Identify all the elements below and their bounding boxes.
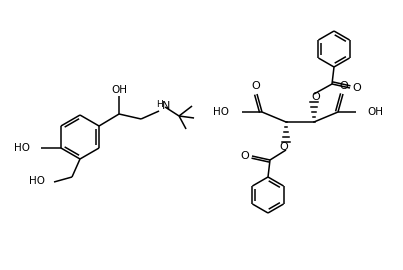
Text: HO: HO bbox=[14, 143, 30, 153]
Text: O: O bbox=[251, 81, 260, 91]
Text: HO: HO bbox=[213, 107, 229, 117]
Text: O: O bbox=[353, 83, 361, 93]
Text: O: O bbox=[241, 151, 249, 161]
Text: OH: OH bbox=[367, 107, 383, 117]
Text: N: N bbox=[162, 101, 170, 111]
Text: OH: OH bbox=[111, 85, 127, 95]
Text: O: O bbox=[280, 142, 289, 152]
Text: O: O bbox=[312, 92, 320, 102]
Text: H: H bbox=[156, 100, 162, 109]
Text: HO: HO bbox=[29, 176, 45, 186]
Text: O: O bbox=[340, 81, 348, 91]
